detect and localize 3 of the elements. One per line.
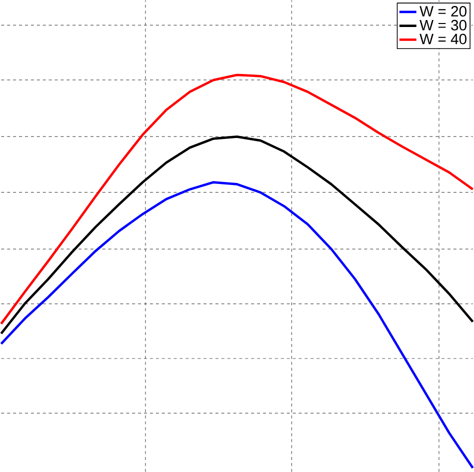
legend-label: W = 40 (420, 34, 466, 44)
legend-label: W = 30 (420, 20, 466, 30)
legend-label: W = 20 (420, 6, 466, 16)
